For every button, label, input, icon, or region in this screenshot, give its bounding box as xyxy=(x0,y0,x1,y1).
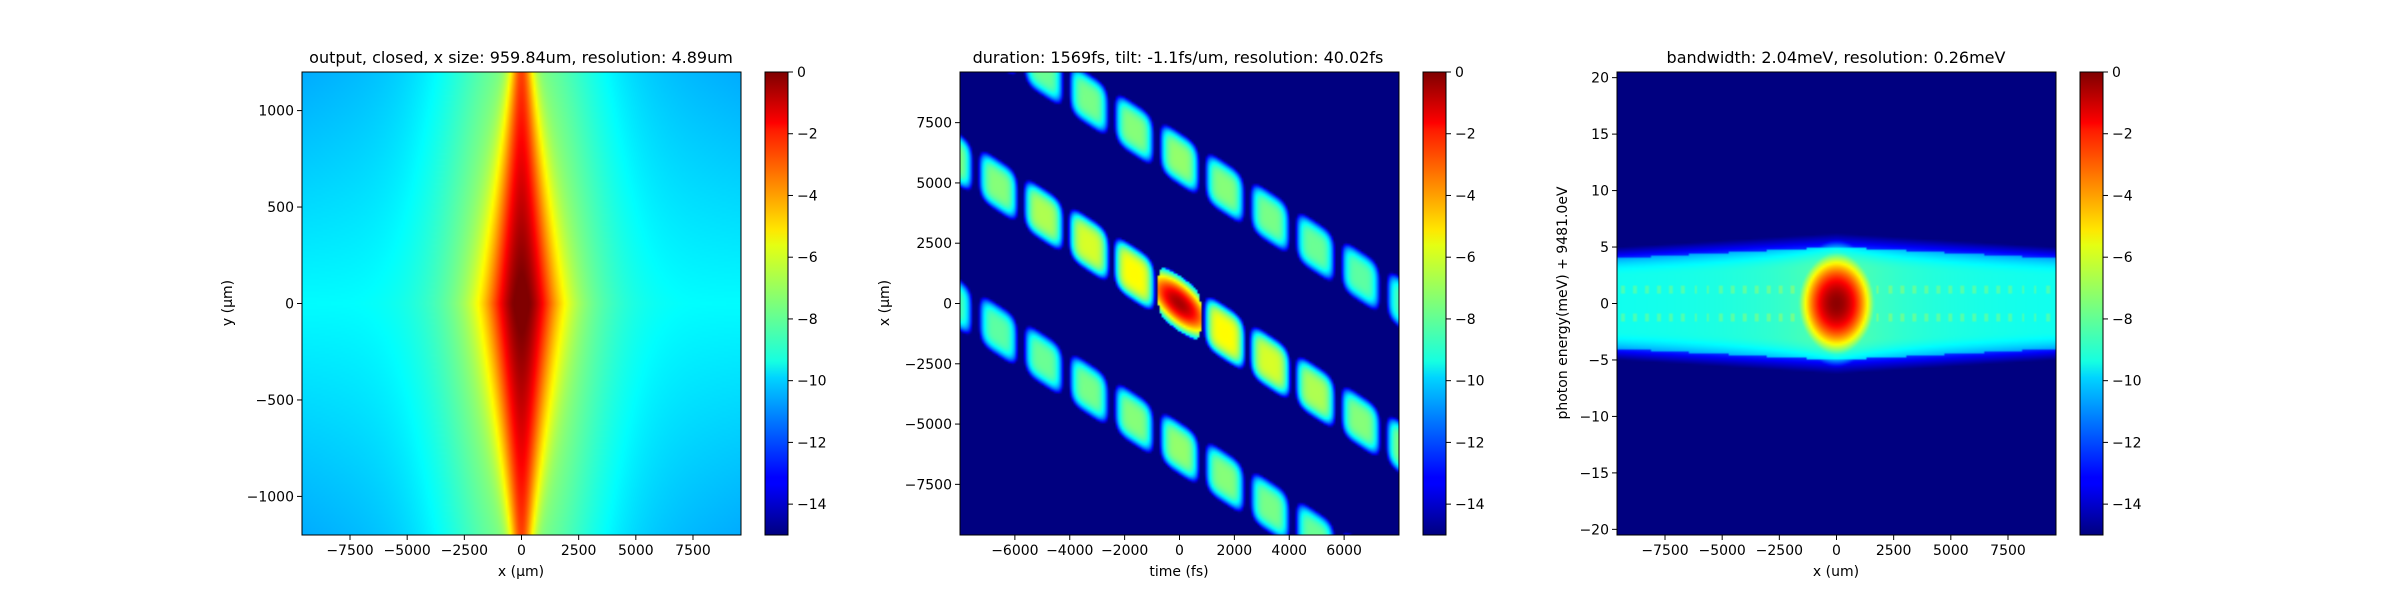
panel-2-title: duration: 1569fs, tilt: -1.1fs/um, resol… xyxy=(973,48,1384,67)
colorbar-tick-label: −10 xyxy=(2112,374,2142,390)
y-tick-label: 0 xyxy=(943,297,952,313)
panel-1-xlabel: x (μm) xyxy=(498,564,544,580)
colorbar-tick-label: −6 xyxy=(1455,250,1476,266)
panel-2-ylabel: x (μm) xyxy=(877,280,893,326)
x-tick-label: −5000 xyxy=(383,543,430,559)
panel-1-colorbar xyxy=(765,72,788,535)
panel-3-heatmap xyxy=(1617,72,2056,535)
colorbar-tick-label: −2 xyxy=(2112,127,2133,143)
y-tick-label: 5000 xyxy=(916,176,952,192)
x-tick-label: −2500 xyxy=(441,543,488,559)
panel-3-yticks: −20 −15 −10 −5 0 5 10 15 20 xyxy=(1579,71,1617,538)
colorbar-tick-label: −6 xyxy=(2112,250,2133,266)
y-tick-label: −2500 xyxy=(905,357,952,373)
y-tick-label: −10 xyxy=(1579,409,1609,425)
panel-2-xlabel: time (fs) xyxy=(1149,564,1208,580)
panel-1-ylabel: y (μm) xyxy=(220,280,236,326)
x-tick-label: 2500 xyxy=(1876,543,1912,559)
panel-1-yticks: −1000 −500 0 500 1000 xyxy=(247,104,302,505)
x-tick-label: −5000 xyxy=(1698,543,1745,559)
colorbar-tick-label: 0 xyxy=(2112,65,2121,81)
panel-1-heatmap xyxy=(302,72,741,535)
y-tick-label: 10 xyxy=(1591,184,1609,200)
x-tick-label: −6000 xyxy=(991,543,1038,559)
x-tick-label: −7500 xyxy=(1641,543,1688,559)
panel-3-xlabel: x (um) xyxy=(1813,564,1859,580)
colorbar-tick-label: −10 xyxy=(1455,374,1485,390)
colorbar-tick-label: −12 xyxy=(2112,435,2142,451)
y-tick-label: 2500 xyxy=(916,236,952,252)
panel-2-xticks: −6000 −4000 −2000 0 2000 4000 6000 xyxy=(991,535,1362,559)
panel-2: duration: 1569fs, tilt: -1.1fs/um, resol… xyxy=(877,48,1485,580)
panel-1-xticks: −7500 −5000 −2500 0 2500 5000 7500 xyxy=(326,535,711,559)
x-tick-label: 7500 xyxy=(1990,543,2026,559)
panel-3-colorbar xyxy=(2080,72,2103,535)
y-tick-label: −1000 xyxy=(247,489,294,505)
panel-2-colorbar xyxy=(1423,72,1446,535)
panel-3-xticks: −7500 −5000 −2500 0 2500 5000 7500 xyxy=(1641,535,2026,559)
colorbar-tick-label: −12 xyxy=(797,435,827,451)
panel-3-title: bandwidth: 2.04meV, resolution: 0.26meV xyxy=(1667,48,2006,67)
colorbar-tick-label: −2 xyxy=(1455,127,1476,143)
colorbar-tick-label: −14 xyxy=(797,497,827,513)
colorbar-tick-label: 0 xyxy=(797,65,806,81)
panel-1-title: output, closed, x size: 959.84um, resolu… xyxy=(309,48,733,67)
panel-3-colorbar-frame xyxy=(2079,71,2104,536)
colorbar-tick-label: 0 xyxy=(1455,65,1464,81)
panel-3: bandwidth: 2.04meV, resolution: 0.26meV … xyxy=(1555,48,2142,580)
colorbar-tick-label: −14 xyxy=(2112,497,2142,513)
y-tick-label: −20 xyxy=(1579,522,1609,538)
panel-2-colorbar-frame xyxy=(1422,71,1447,536)
x-tick-label: 5000 xyxy=(618,543,654,559)
colorbar-tick-label: −2 xyxy=(797,127,818,143)
colorbar-tick-label: −4 xyxy=(2112,188,2133,204)
colorbar-tick-label: −10 xyxy=(797,374,827,390)
panel-3-ylabel: photon energy(meV) + 9481.0eV xyxy=(1555,186,1571,419)
y-tick-label: −500 xyxy=(256,393,294,409)
y-tick-label: 0 xyxy=(1600,297,1609,313)
colorbar-tick-label: −4 xyxy=(1455,188,1476,204)
x-tick-label: 2500 xyxy=(561,543,597,559)
x-tick-label: 7500 xyxy=(675,543,711,559)
panel-1: output, closed, x size: 959.84um, resolu… xyxy=(220,48,827,580)
y-tick-label: 5 xyxy=(1600,240,1609,256)
colorbar-tick-label: −8 xyxy=(797,312,818,328)
x-tick-label: 6000 xyxy=(1326,543,1362,559)
panel-2-yticks: −7500 −5000 −2500 0 2500 5000 7500 xyxy=(905,116,960,493)
colorbar-tick-label: −12 xyxy=(1455,435,1485,451)
x-tick-label: −4000 xyxy=(1046,543,1093,559)
colorbar-tick-label: −8 xyxy=(1455,312,1476,328)
y-tick-label: −15 xyxy=(1579,466,1609,482)
x-tick-label: 0 xyxy=(1832,543,1841,559)
x-tick-label: 0 xyxy=(517,543,526,559)
x-tick-label: 5000 xyxy=(1933,543,1969,559)
panel-2-colorbar-ticks: 0 −2 −4 −6 −8 −10 −12 −14 xyxy=(1446,65,1485,513)
colorbar-tick-label: −4 xyxy=(797,188,818,204)
x-tick-label: 2000 xyxy=(1217,543,1253,559)
colorbar-tick-label: −8 xyxy=(2112,312,2133,328)
panel-1-colorbar-frame xyxy=(764,71,789,536)
y-tick-label: 15 xyxy=(1591,127,1609,143)
y-tick-label: 7500 xyxy=(916,116,952,132)
y-tick-label: −7500 xyxy=(905,477,952,493)
panel-2-heatmap xyxy=(960,72,1399,535)
y-tick-label: −5 xyxy=(1588,353,1609,369)
y-tick-label: −5000 xyxy=(905,417,952,433)
colorbar-tick-label: −14 xyxy=(1455,497,1485,513)
y-tick-label: 1000 xyxy=(258,104,294,120)
y-tick-label: 0 xyxy=(285,297,294,313)
panel-1-colorbar-ticks: 0 −2 −4 −6 −8 −10 −12 −14 xyxy=(788,65,827,513)
x-tick-label: −2500 xyxy=(1756,543,1803,559)
y-tick-label: 20 xyxy=(1591,71,1609,87)
y-tick-label: 500 xyxy=(267,200,294,216)
x-tick-label: 0 xyxy=(1175,543,1184,559)
x-tick-label: 4000 xyxy=(1271,543,1307,559)
x-tick-label: −7500 xyxy=(326,543,373,559)
panel-3-colorbar-ticks: 0 −2 −4 −6 −8 −10 −12 −14 xyxy=(2103,65,2142,513)
colorbar-tick-label: −6 xyxy=(797,250,818,266)
x-tick-label: −2000 xyxy=(1101,543,1148,559)
